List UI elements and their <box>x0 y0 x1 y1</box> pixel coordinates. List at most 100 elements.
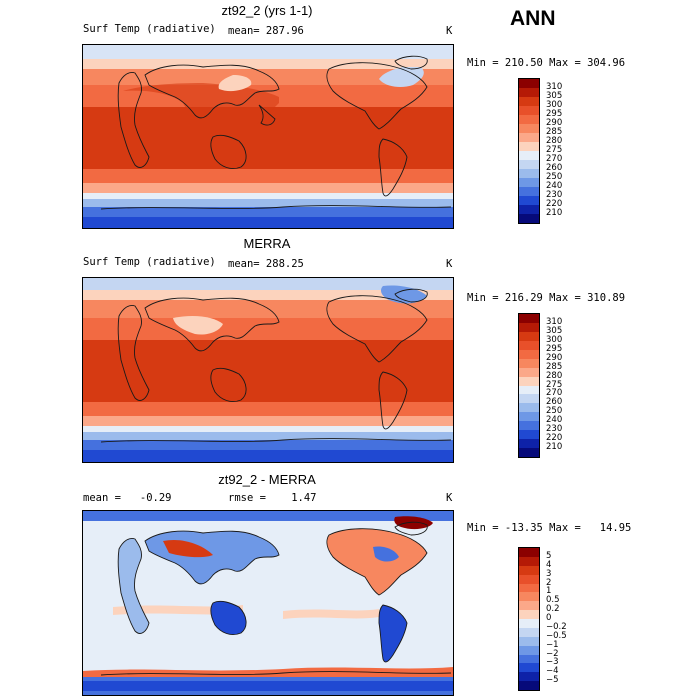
colorbar-swatch <box>519 133 539 142</box>
colorbar-tick-label: 305 <box>546 325 563 336</box>
colorbar-swatch <box>519 610 539 619</box>
colorbar-swatch <box>519 160 539 169</box>
colorbar-tick-label: 310 <box>546 316 563 327</box>
colorbar-swatch <box>519 196 539 205</box>
colorbar-swatch <box>519 340 539 350</box>
colorbar-swatch <box>519 322 539 332</box>
panel-2-colorbar <box>518 313 540 458</box>
colorbar-swatch <box>519 169 539 178</box>
panel-3-colorbar <box>518 547 540 691</box>
panel-2-mean: mean= 288.25 <box>228 258 304 270</box>
panel-3-rmse: rmse = 1.47 <box>228 492 317 504</box>
colorbar-swatch <box>519 583 539 593</box>
colorbar-swatch <box>519 331 539 341</box>
panel-1-variable-label: Surf Temp (radiative) <box>83 23 216 35</box>
colorbar-swatch <box>519 565 539 575</box>
colorbar-swatch <box>519 619 539 628</box>
colorbar-swatch <box>519 548 539 557</box>
panel-3-map <box>82 510 454 696</box>
colorbar-swatch <box>519 106 539 115</box>
panel-3-title: zt92_2 - MERRA <box>218 472 316 487</box>
panel-2-minmax: Min = 216.29 Max = 310.89 <box>467 292 626 304</box>
colorbar-tick-label: 300 <box>546 334 563 345</box>
colorbar-tick-label: 2 <box>546 577 552 588</box>
colorbar-tick-label: 210 <box>546 442 563 453</box>
colorbar-tick-label: 260 <box>546 163 563 173</box>
colorbar-swatch <box>519 430 539 440</box>
colorbar-tick-label: 240 <box>546 181 563 191</box>
colorbar-tick-label: 4 <box>546 559 552 570</box>
colorbar-swatch <box>519 124 539 133</box>
colorbar-tick-label: 240 <box>546 415 563 426</box>
colorbar-tick-label: 3 <box>546 568 552 579</box>
colorbar-tick-label: 220 <box>546 199 563 209</box>
season-label: ANN <box>510 7 556 30</box>
colorbar-tick-label: −2 <box>546 648 559 659</box>
colorbar-tick-label: 305 <box>546 91 563 101</box>
colorbar-swatch <box>519 178 539 187</box>
colorbar-swatch <box>519 663 539 673</box>
colorbar-tick-label: 0.2 <box>546 604 560 615</box>
colorbar-swatch <box>519 151 539 160</box>
colorbar-swatch <box>519 385 539 395</box>
colorbar-tick-label: −3 <box>546 657 559 668</box>
colorbar-tick-label: 270 <box>546 388 563 399</box>
colorbar-swatch <box>519 79 539 88</box>
colorbar-swatch <box>519 654 539 664</box>
panel-1-map <box>82 44 454 229</box>
colorbar-swatch <box>519 142 539 151</box>
colorbar-swatch <box>519 672 539 682</box>
colorbar-tick-label: −0.2 <box>546 621 567 632</box>
colorbar-swatch <box>519 574 539 584</box>
colorbar-tick-label: 290 <box>546 118 563 128</box>
colorbar-tick-label: 250 <box>546 406 563 417</box>
panel-2-map <box>82 277 454 463</box>
panel-2-unit: K <box>446 258 453 270</box>
colorbar-swatch <box>519 601 539 611</box>
colorbar-tick-label: 280 <box>546 136 563 146</box>
colorbar-tick-label: 250 <box>546 172 563 182</box>
colorbar-tick-label: −5 <box>546 675 559 686</box>
colorbar-tick-label: −4 <box>546 666 559 677</box>
colorbar-tick-label: 300 <box>546 100 563 110</box>
colorbar-tick-label: 270 <box>546 154 563 164</box>
colorbar-swatch <box>519 314 539 323</box>
colorbar-swatch <box>519 214 539 223</box>
colorbar-swatch <box>519 421 539 431</box>
colorbar-tick-label: 0.5 <box>546 595 560 606</box>
colorbar-tick-label: −1 <box>546 639 559 650</box>
colorbar-swatch <box>519 187 539 196</box>
colorbar-tick-label: 230 <box>546 190 563 200</box>
colorbar-tick-label: 230 <box>546 424 563 435</box>
colorbar-swatch <box>519 376 539 386</box>
colorbar-tick-label: −0.5 <box>546 630 567 641</box>
colorbar-tick-label: 5 <box>546 550 552 561</box>
colorbar-tick-label: 310 <box>546 82 563 92</box>
panel-2-title: MERRA <box>243 236 291 251</box>
panel-1-unit: K <box>446 25 453 37</box>
colorbar-swatch <box>519 681 539 690</box>
colorbar-tick-label: 275 <box>546 145 563 155</box>
colorbar-swatch <box>519 627 539 637</box>
colorbar-tick-label: 295 <box>546 343 563 354</box>
colorbar-swatch <box>519 97 539 106</box>
colorbar-tick-label: 280 <box>546 370 563 381</box>
colorbar-tick-label: 260 <box>546 397 563 408</box>
colorbar-swatch <box>519 439 539 449</box>
colorbar-swatch <box>519 115 539 124</box>
colorbar-tick-label: 220 <box>546 433 563 444</box>
colorbar-tick-label: 0 <box>546 613 552 623</box>
colorbar-swatch <box>519 358 539 368</box>
colorbar-tick-label: 285 <box>546 361 563 372</box>
colorbar-swatch <box>519 349 539 359</box>
panel-3-mean: mean = -0.29 <box>83 492 172 504</box>
colorbar-swatch <box>519 412 539 422</box>
colorbar-swatch <box>519 403 539 413</box>
panel-1-mean: mean= 287.96 <box>228 25 304 37</box>
panel-2-variable-label: Surf Temp (radiative) <box>83 256 216 268</box>
colorbar-swatch <box>519 88 539 97</box>
colorbar-tick-label: 295 <box>546 109 563 119</box>
panel-1-minmax: Min = 210.50 Max = 304.96 <box>467 57 626 69</box>
colorbar-tick-label: 285 <box>546 127 563 137</box>
panel-1-colorbar <box>518 78 540 224</box>
